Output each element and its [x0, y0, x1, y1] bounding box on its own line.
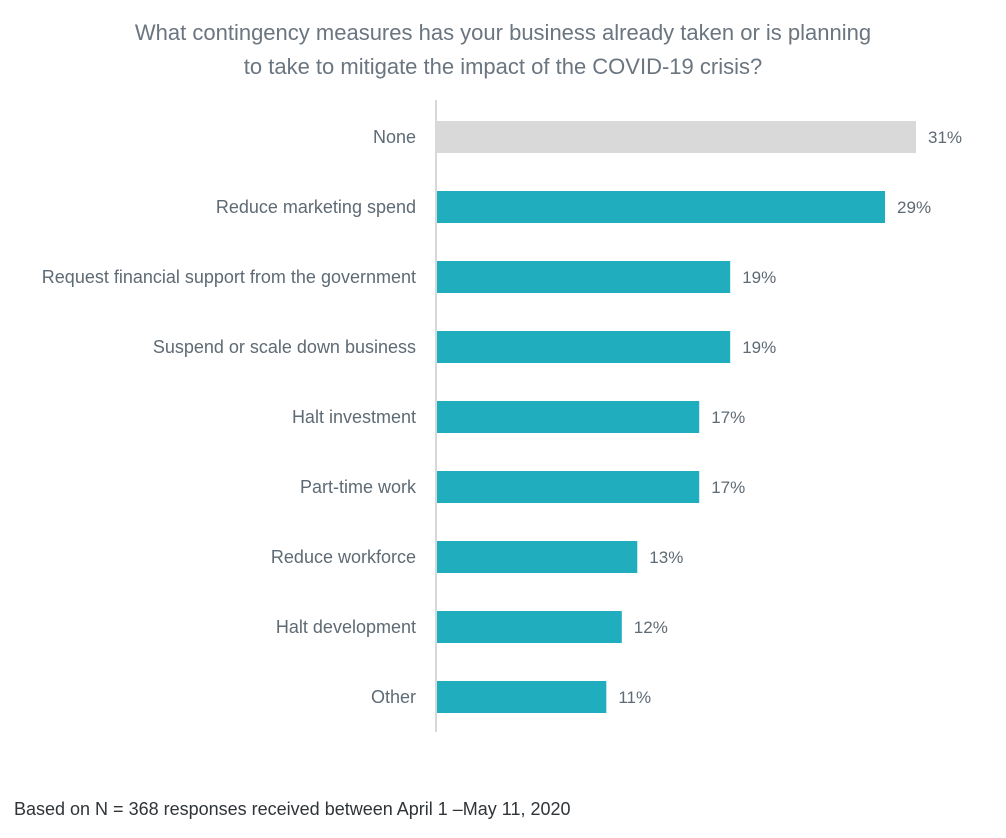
- bar: [436, 191, 886, 223]
- value-label: 12%: [634, 618, 668, 637]
- bar: [436, 401, 700, 433]
- value-label: 11%: [618, 688, 651, 707]
- value-label: 19%: [742, 268, 776, 287]
- bar: [436, 121, 916, 153]
- category-label: Suspend or scale down business: [153, 337, 416, 357]
- category-label: None: [373, 127, 416, 147]
- value-label: 13%: [649, 548, 683, 567]
- bar: [436, 471, 700, 503]
- category-label: Request financial support from the gover…: [42, 267, 416, 287]
- category-label: Part-time work: [300, 477, 417, 497]
- category-label: Other: [371, 687, 416, 707]
- bar: [436, 331, 731, 363]
- chart-title: What contingency measures has your busin…: [0, 16, 1006, 84]
- category-label: Halt development: [276, 617, 416, 637]
- bar: [436, 541, 638, 573]
- value-label: 19%: [742, 338, 776, 357]
- value-label: 31%: [928, 128, 962, 147]
- value-label: 17%: [711, 408, 745, 427]
- value-label: 17%: [711, 478, 745, 497]
- category-label: Halt investment: [292, 407, 416, 427]
- chart-title-line-1: What contingency measures has your busin…: [134, 20, 872, 45]
- category-label: Reduce workforce: [271, 547, 416, 567]
- bar: [436, 611, 622, 643]
- bar: [436, 261, 731, 293]
- category-label: Reduce marketing spend: [216, 197, 416, 217]
- chart-title-line-2: to take to mitigate the impact of the CO…: [243, 54, 763, 79]
- value-label: 29%: [897, 198, 931, 217]
- footnote: Based on N = 368 responses received betw…: [14, 799, 571, 819]
- bar: [436, 681, 607, 713]
